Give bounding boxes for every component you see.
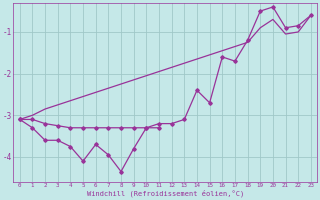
X-axis label: Windchill (Refroidissement éolien,°C): Windchill (Refroidissement éolien,°C) — [87, 190, 244, 197]
